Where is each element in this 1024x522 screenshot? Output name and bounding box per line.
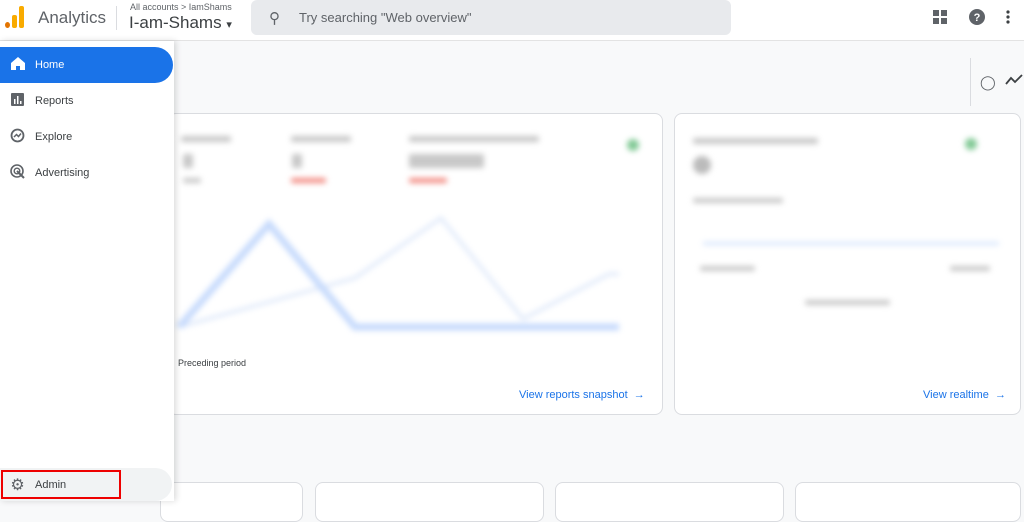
sidebar-item-home[interactable]: Home (0, 47, 173, 83)
analytics-logo[interactable] (5, 6, 25, 28)
lightbulb-icon[interactable]: ◯ (980, 74, 996, 90)
sidebar-item-label: Admin (35, 478, 67, 491)
sidebar-item-admin[interactable]: ⚙ Admin (0, 468, 172, 501)
sidebar-item-label: Explore (35, 131, 73, 143)
view-realtime-link[interactable]: View realtime → (923, 389, 1006, 401)
highlight-box (1, 470, 121, 499)
sidebar-item-advertising[interactable]: Advertising (0, 155, 173, 191)
top-bar: Analytics All accounts > IamShams I-am-S… (0, 0, 1024, 41)
search-placeholder: Try searching "Web overview" (299, 10, 472, 25)
explore-icon (0, 128, 35, 146)
account-name: I-am-Shams (129, 13, 222, 32)
brand-name: Analytics (38, 8, 107, 27)
sidebar-item-label: Advertising (35, 167, 90, 179)
recent-card[interactable] (795, 482, 1021, 522)
link-label: View reports snapshot (519, 389, 628, 401)
legend-preceding-period: Preceding period (178, 358, 247, 368)
divider (970, 58, 971, 106)
sidebar-item-reports[interactable]: Reports (0, 83, 173, 119)
more-vert-icon[interactable] (1006, 10, 1010, 29)
account-selector[interactable]: I-am-Shams ▾ (129, 13, 232, 33)
blurred-trend-chart (176, 215, 619, 331)
svg-text:?: ? (974, 12, 981, 24)
recent-card[interactable] (555, 482, 784, 522)
divider (116, 6, 117, 30)
search-input[interactable]: ⚲ Try searching "Web overview" (251, 0, 731, 35)
sidebar-item-explore[interactable]: Explore (0, 119, 173, 155)
breadcrumb[interactable]: All accounts > IamShams (130, 2, 232, 12)
home-icon (0, 57, 35, 73)
search-icon: ⚲ (269, 10, 280, 27)
recent-card[interactable] (315, 482, 544, 522)
view-reports-snapshot-link[interactable]: View reports snapshot → (519, 389, 645, 401)
help-icon[interactable]: ? (969, 9, 985, 30)
sidebar-item-label: Home (35, 59, 65, 71)
recent-card[interactable] (160, 482, 303, 522)
advertising-icon (0, 164, 35, 182)
overview-card: Preceding period View reports snapshot → (168, 113, 663, 415)
insights-icon[interactable] (1005, 72, 1023, 91)
sidebar: Home Reports Explore Advertising ⚙ Admin (0, 41, 174, 501)
realtime-card: View realtime → (674, 113, 1021, 415)
apps-grid-icon[interactable] (933, 10, 947, 29)
link-label: View realtime (923, 389, 989, 401)
sidebar-item-label: Reports (35, 95, 74, 107)
dropdown-icon: ▾ (226, 19, 232, 31)
bar-chart-icon (0, 93, 35, 109)
gear-icon: ⚙ (10, 476, 25, 494)
